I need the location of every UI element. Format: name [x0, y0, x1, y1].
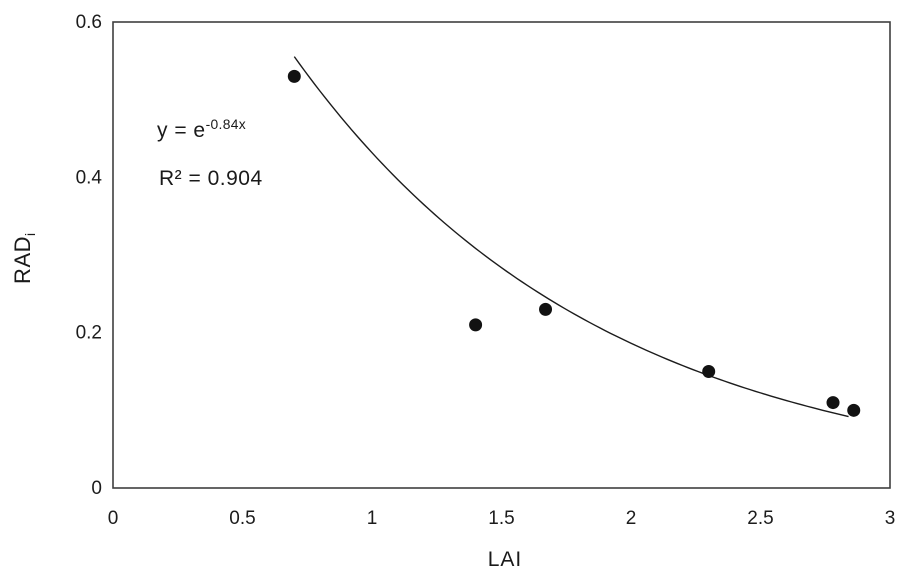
r-squared-label: R² = 0.904 — [159, 167, 263, 190]
x-tick-label: 2.5 — [747, 508, 773, 529]
fit-equation-label: y = e-0.84x — [157, 116, 246, 143]
fit-equation-base: y = e — [157, 119, 206, 142]
fit-equation-exponent: -0.84x — [205, 116, 246, 132]
data-point — [847, 403, 861, 417]
y-tick-label: 0 — [91, 478, 102, 499]
x-tick-label: 1 — [367, 508, 378, 529]
x-tick-label: 3 — [885, 508, 896, 529]
x-tick-label: 0 — [108, 508, 119, 529]
y-tick-label: 0.6 — [76, 12, 102, 33]
x-tick-label: 2 — [626, 508, 637, 529]
x-tick-label: 0.5 — [229, 508, 255, 529]
y-axis-title: RADi — [10, 198, 38, 318]
y-tick-label: 0.4 — [76, 167, 103, 188]
fit-curve — [293, 56, 849, 418]
x-tick-label: 1.5 — [488, 508, 514, 529]
fit-curve-path — [293, 56, 849, 418]
plot-frame — [112, 21, 891, 489]
y-axis-title-text: RAD — [9, 235, 35, 284]
y-tick-label: 0.2 — [76, 323, 102, 344]
data-point — [287, 69, 301, 83]
data-point — [826, 396, 840, 410]
x-axis-title: LAI — [487, 548, 523, 571]
y-axis-title-subscript: i — [23, 232, 39, 236]
tick-labels: 0 0.5 1 1.5 2 2.5 3 0 0.2 0.4 0.6 — [76, 12, 896, 529]
data-point — [539, 302, 553, 316]
data-point — [702, 365, 716, 378]
data-points — [287, 69, 861, 417]
data-point — [469, 318, 483, 332]
